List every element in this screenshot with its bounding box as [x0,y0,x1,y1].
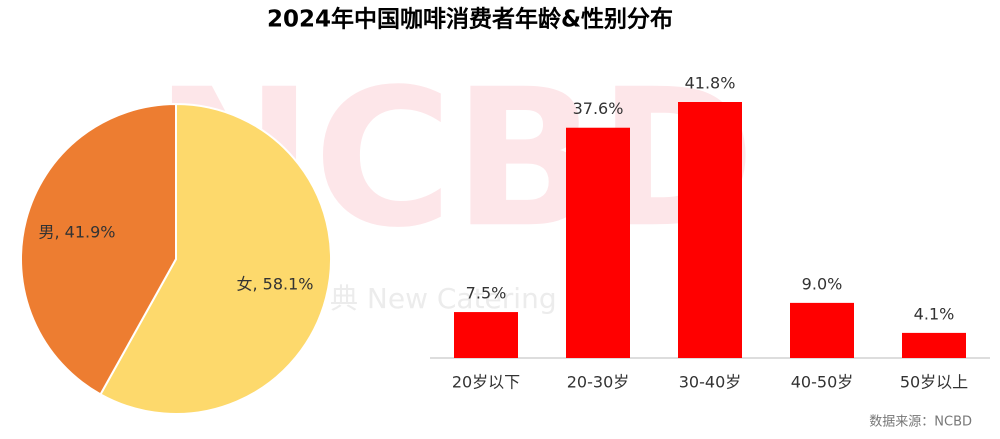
value-label: 9.0% [802,274,843,293]
pie-slice [99,102,332,415]
x-tick-label: 30-40岁 [679,373,742,392]
value-label: 37.6% [573,99,624,118]
bar [566,127,630,358]
value-label: 7.5% [466,284,507,303]
bar [454,312,518,358]
pie-slice [20,102,177,396]
bar [678,102,742,358]
x-tick-label: 20岁以下 [452,373,520,392]
value-label: 4.1% [914,304,955,323]
source-note: 数据来源：NCBD [869,415,972,430]
bar [902,332,966,358]
value-label: 41.8% [685,74,736,93]
x-tick-label: 20-30岁 [567,373,630,392]
x-tick-label: 50岁以上 [900,373,968,392]
chart-title: 2024年中国咖啡消费者年龄&性别分布 [267,6,673,33]
x-tick-label: 40-50岁 [791,373,854,392]
slice-label: 女, 58.1% [236,274,313,293]
slice-label: 男, 41.9% [38,223,115,242]
bar [790,302,854,358]
